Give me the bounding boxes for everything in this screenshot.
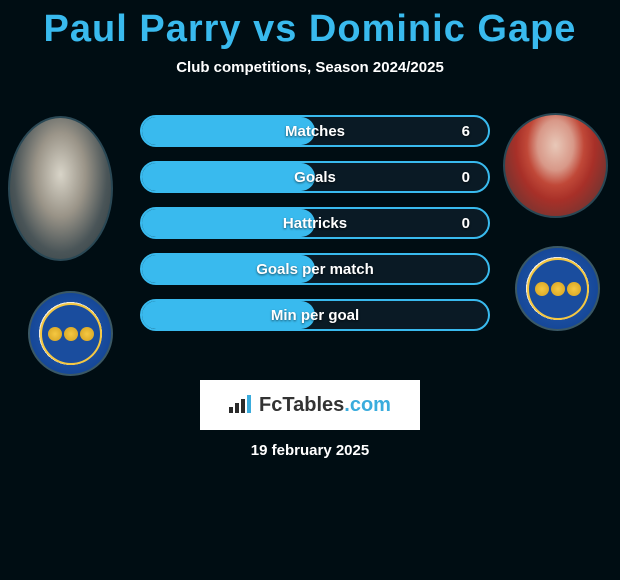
stat-value-right: 0 — [462, 169, 470, 186]
logo-chart-icon — [229, 395, 253, 415]
badge-inner-icon — [527, 258, 589, 320]
stat-fill — [142, 163, 315, 191]
stat-label: Goals — [294, 169, 336, 186]
subtitle: Club competitions, Season 2024/2025 — [0, 59, 620, 76]
date-label: 19 february 2025 — [0, 442, 620, 459]
stat-label: Goals per match — [256, 261, 374, 278]
stat-label: Min per goal — [271, 307, 359, 324]
club-badge-left — [28, 291, 113, 376]
club-badge-right — [515, 246, 600, 331]
stat-label: Hattricks — [283, 215, 347, 232]
stats-area: Matches 6 Goals 0 Hattricks 0 Goals per … — [0, 111, 620, 381]
stat-row-goals: Goals 0 — [140, 161, 490, 193]
stat-row-min-per-goal: Min per goal — [140, 299, 490, 331]
stat-label: Matches — [285, 123, 345, 140]
stat-row-hattricks: Hattricks 0 — [140, 207, 490, 239]
badge-inner-icon — [40, 303, 102, 365]
fctables-logo: FcTables.com — [200, 380, 420, 430]
player-right-avatar — [503, 113, 608, 218]
stat-value-right: 6 — [462, 123, 470, 140]
page-title: Paul Parry vs Dominic Gape — [0, 0, 620, 51]
player-left-avatar — [8, 116, 113, 261]
stat-row-matches: Matches 6 — [140, 115, 490, 147]
stat-row-goals-per-match: Goals per match — [140, 253, 490, 285]
logo-text: FcTables.com — [259, 394, 391, 417]
stat-value-right: 0 — [462, 215, 470, 232]
